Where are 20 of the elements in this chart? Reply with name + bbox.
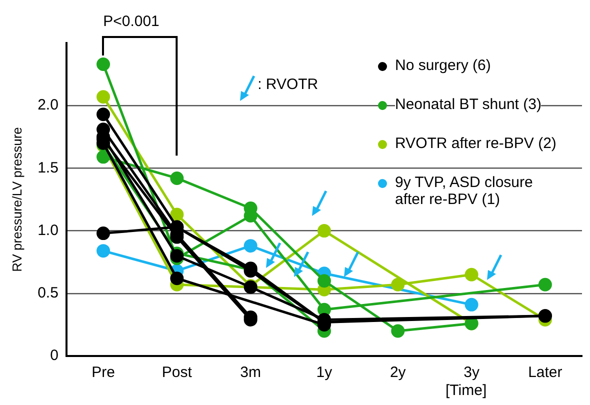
y-tick-label: 1.0	[38, 222, 58, 239]
y-tick-label: 2.0	[38, 96, 58, 114]
x-tick-label: 3m	[240, 364, 261, 382]
x-tick-label: Later	[528, 364, 562, 382]
text: P<0.001	[103, 13, 160, 30]
y-tick-label: 0.5	[38, 284, 58, 302]
x-tick-label: 1y	[316, 364, 333, 382]
legend-label: 9y TVP, ASD closure after re-BPV (1)	[395, 174, 558, 208]
y-tick-label: 0	[50, 347, 58, 364]
annotation: : RVOTR	[258, 76, 318, 94]
x-tick-label: Pre	[92, 364, 115, 382]
x-tick-label: 3y	[464, 364, 480, 382]
legend-label: No surgery (6)	[395, 57, 491, 74]
y-tick-label: 1.5	[38, 159, 58, 176]
x-tick-label: Post	[162, 364, 193, 382]
y-axis-title: RV pressure/LV pressure	[9, 127, 24, 272]
legend-label: RVOTR after re-BPV (2)	[395, 135, 556, 152]
legend-label: Neonatal BT shunt (3)	[395, 96, 542, 113]
x-tick-label: 2y	[390, 364, 406, 382]
x-axis-title: [Time]	[446, 382, 487, 399]
